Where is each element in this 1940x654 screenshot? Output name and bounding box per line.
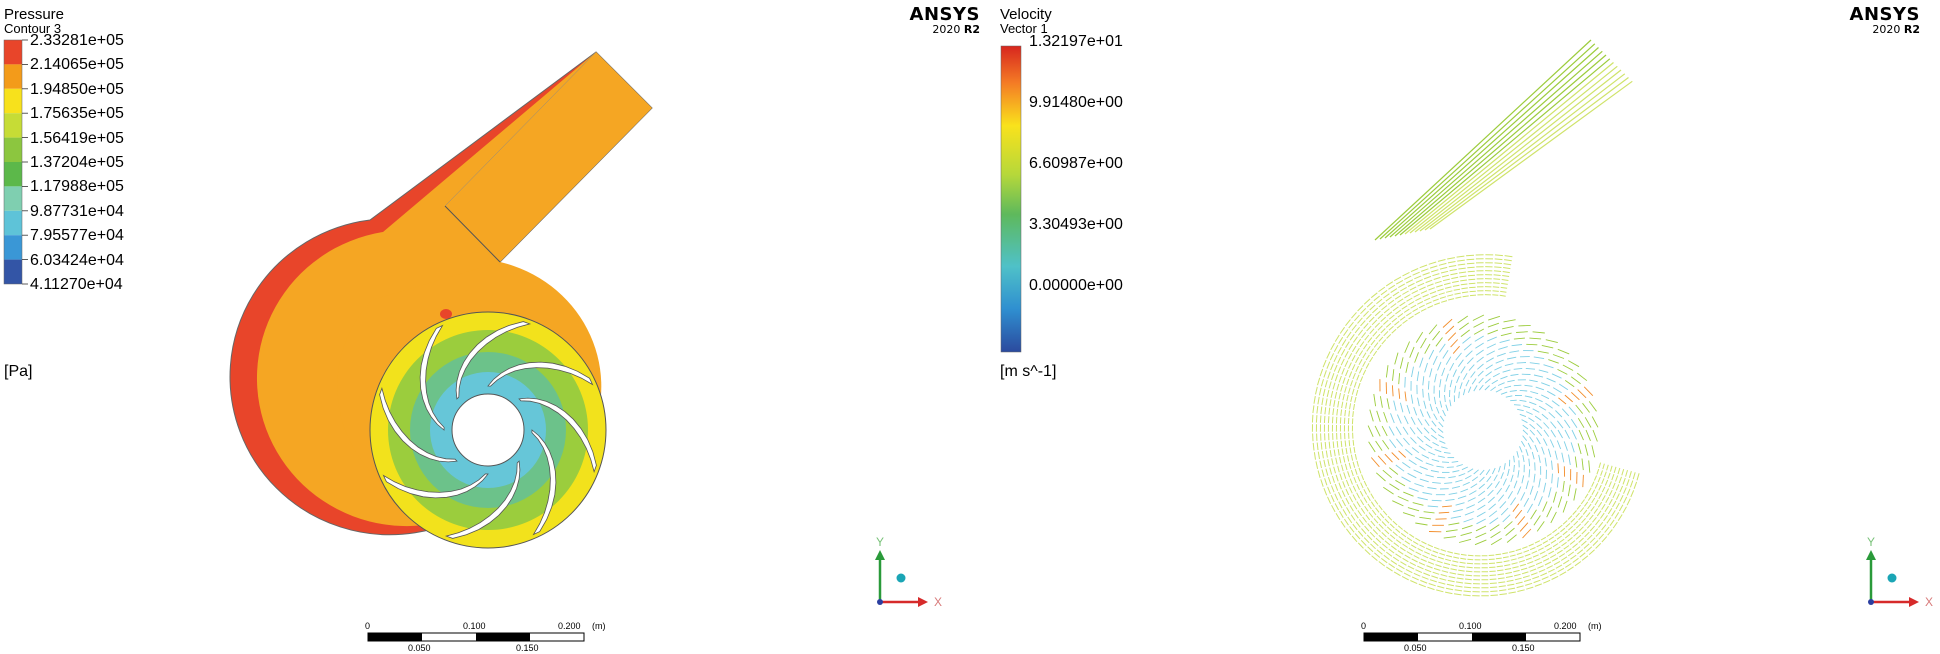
pressure-band-4 (4, 137, 22, 162)
ansys-logo: ANSYS 2020 R2 (860, 6, 980, 36)
ansys-logo: ANSYS 2020 R2 (1800, 6, 1920, 36)
y-axis-label: Y (1867, 535, 1876, 549)
scale-unit: (m) (1588, 621, 1602, 631)
pressure-tick-7: 9.87731e+04 (30, 202, 124, 220)
velocity-unit-label: [m s^-1] (1000, 363, 1057, 380)
scale-top-1: 0.100 (463, 621, 486, 631)
pressure-tick-1: 2.14065e+05 (30, 56, 124, 74)
impeller-blade (379, 386, 458, 463)
pressure-tick-4: 1.56419e+05 (30, 129, 124, 147)
velocity-tick-2: 6.60987e+00 (1029, 155, 1123, 172)
pressure-band-5 (4, 162, 22, 187)
pressure-tick-0: 2.33281e+05 (30, 32, 124, 49)
pressure-unit-label: [Pa] (4, 363, 33, 380)
pressure-band-2 (4, 88, 22, 114)
impeller-blade (531, 429, 557, 536)
axis-triad (1866, 550, 1919, 607)
brand-version: 2020 (932, 23, 961, 36)
pressure-band-0 (4, 40, 22, 65)
impeller-blade (487, 361, 594, 387)
pressure-contour-panel: Pressure Contour 3 2.33281e+05 2.14065e+0… (3, 6, 980, 653)
impeller-blade (419, 324, 445, 431)
pressure-tick-6: 1.17988e+05 (30, 178, 124, 196)
scale-unit: (m) (592, 621, 606, 631)
velocity-tick-4: 0.00000e+00 (1029, 277, 1123, 294)
velocity-tick-1: 9.91480e+00 (1029, 94, 1123, 111)
impeller-blade (455, 321, 532, 400)
scale-bottom-1: 0.150 (1512, 643, 1535, 653)
brand-release: R2 (1903, 23, 1920, 36)
axis-triad (875, 550, 928, 607)
y-axis-label: Y (876, 535, 885, 549)
x-axis-label: X (1925, 595, 1934, 609)
pressure-legend-title: Pressure (4, 6, 65, 23)
velocity-legend-subtitle: Vector 1 (1000, 21, 1048, 36)
scale-bar (367, 632, 585, 642)
velocity-tick-3: 3.30493e+00 (1029, 216, 1123, 233)
pressure-band-9 (4, 259, 22, 284)
impeller-blade (444, 460, 521, 539)
pressure-tick-10: 4.11270e+04 (30, 276, 123, 293)
pressure-tick-8: 7.95577e+04 (30, 227, 124, 245)
pressure-band-6 (4, 186, 22, 211)
velocity-legend-title: Velocity (1000, 6, 1052, 23)
scale-top-0: 0 (1361, 621, 1367, 631)
impeller-blade (382, 473, 489, 499)
scale-bottom-0: 0.050 (1404, 643, 1427, 653)
outlet-vectors (1374, 39, 1633, 241)
pressure-contour-plot (229, 51, 653, 549)
impeller-blades (379, 321, 597, 539)
pressure-tick-9: 6.03424e+04 (30, 251, 124, 269)
impeller-blade (518, 397, 597, 474)
velocity-vector-plot (1311, 39, 1640, 597)
scale-top-1: 0.100 (1459, 621, 1482, 631)
pressure-tick-2: 1.94850e+05 (30, 80, 124, 98)
impeller-eye (451, 393, 525, 467)
brand-name: ANSYS (909, 4, 980, 25)
scale-bar (1363, 632, 1581, 642)
pressure-band-3 (4, 113, 22, 138)
pressure-band-7 (4, 210, 22, 236)
scale-bottom-0: 0.050 (408, 643, 431, 653)
volute-vectors (1311, 254, 1640, 597)
scale-top-2: 0.200 (1554, 621, 1577, 631)
brand-version: 2020 (1872, 23, 1901, 36)
pressure-band-8 (4, 235, 22, 260)
brand-release: R2 (963, 23, 980, 36)
pressure-tick-3: 1.75635e+05 (30, 105, 124, 123)
pressure-colorbar (3, 39, 28, 285)
velocity-colorbar (1000, 45, 1022, 353)
scale-bottom-1: 0.150 (516, 643, 539, 653)
velocity-vector-panel: Velocity Vector 1 1.32197e+01 9.91480e+00… (995, 0, 1940, 654)
velocity-tick-0: 1.32197e+01 (1029, 33, 1123, 50)
x-axis-label: X (934, 595, 943, 609)
pressure-tick-5: 1.37204e+05 (30, 154, 124, 171)
brand-name: ANSYS (1849, 4, 1920, 25)
scale-top-2: 0.200 (558, 621, 581, 631)
impeller-vectors (1367, 314, 1599, 546)
pressure-legend-subtitle: Contour 3 (4, 21, 62, 36)
pressure-band-1 (4, 64, 22, 89)
scale-top-0: 0 (365, 621, 371, 631)
